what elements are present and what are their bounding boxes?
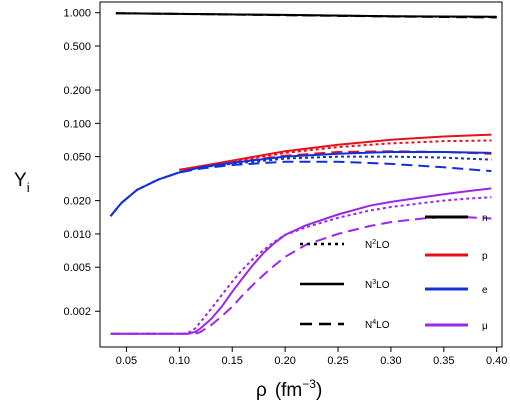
- x-axis-title-symbol: ρ: [256, 380, 267, 401]
- x-tick-label: 0.35: [433, 355, 454, 367]
- x-tick-label: 0.30: [380, 355, 401, 367]
- series-layer: [109, 12, 497, 335]
- series-line-n-n4lo: [115, 12, 497, 19]
- y-tick-label: 0.500: [63, 41, 91, 53]
- legend-label-n: n: [482, 213, 488, 224]
- x-axis-title-close: ): [316, 380, 322, 401]
- y-tick-label: 0.200: [63, 85, 91, 97]
- series-line-e-n2lo: [109, 155, 492, 217]
- y-axis-title-subscript: i: [27, 180, 30, 195]
- ticks-layer: 0.05 0.10 0.15 0.20 0.25 0.30 0.35 0.40 0.002 0.0…: [63, 8, 507, 367]
- x-axis-title-unit: (fm: [275, 380, 302, 401]
- series-line-mu-n3lo: [110, 187, 492, 335]
- y-tick-label: 0.100: [63, 118, 91, 130]
- x-axis-title-exponent: −3: [302, 377, 316, 391]
- y-tick-label: 0.002: [63, 306, 91, 318]
- x-tick-label: 0.05: [116, 355, 137, 367]
- series-line-p-n2lo: [179, 139, 492, 171]
- y-tick-label: 0.050: [63, 152, 91, 164]
- x-tick-label: 0.20: [274, 355, 295, 367]
- y-tick-label: 0.005: [63, 262, 91, 274]
- y-tick-label: 0.010: [63, 229, 91, 241]
- x-tick-label: 0.10: [169, 355, 190, 367]
- y-axis-title: Yi: [14, 170, 30, 195]
- legend-label-n3lo: N3LO: [365, 279, 390, 291]
- y-tick-label: 0.020: [63, 196, 91, 208]
- x-tick-label: 0.15: [222, 355, 243, 367]
- legend-layer: n p e μ N2LO N3LO N4LO: [300, 213, 488, 332]
- legend-label-e: e: [482, 285, 488, 296]
- legend-label-n4lo: N4LO: [365, 319, 390, 331]
- legend-label-n2lo: N2LO: [365, 239, 390, 251]
- x-tick-label: 0.40: [486, 355, 507, 367]
- x-axis-title: ρ (fm−3): [256, 377, 322, 401]
- legend-label-p: p: [482, 251, 488, 262]
- y-axis-title-main: Y: [14, 170, 27, 191]
- legend-label-mu: μ: [482, 321, 488, 332]
- series-line-mu-n4lo: [110, 216, 492, 335]
- plot-frame: [99, 1, 503, 348]
- series-line-e-n4lo: [109, 160, 492, 217]
- x-tick-label: 0.25: [327, 355, 348, 367]
- y-tick-label: 1.000: [63, 8, 91, 20]
